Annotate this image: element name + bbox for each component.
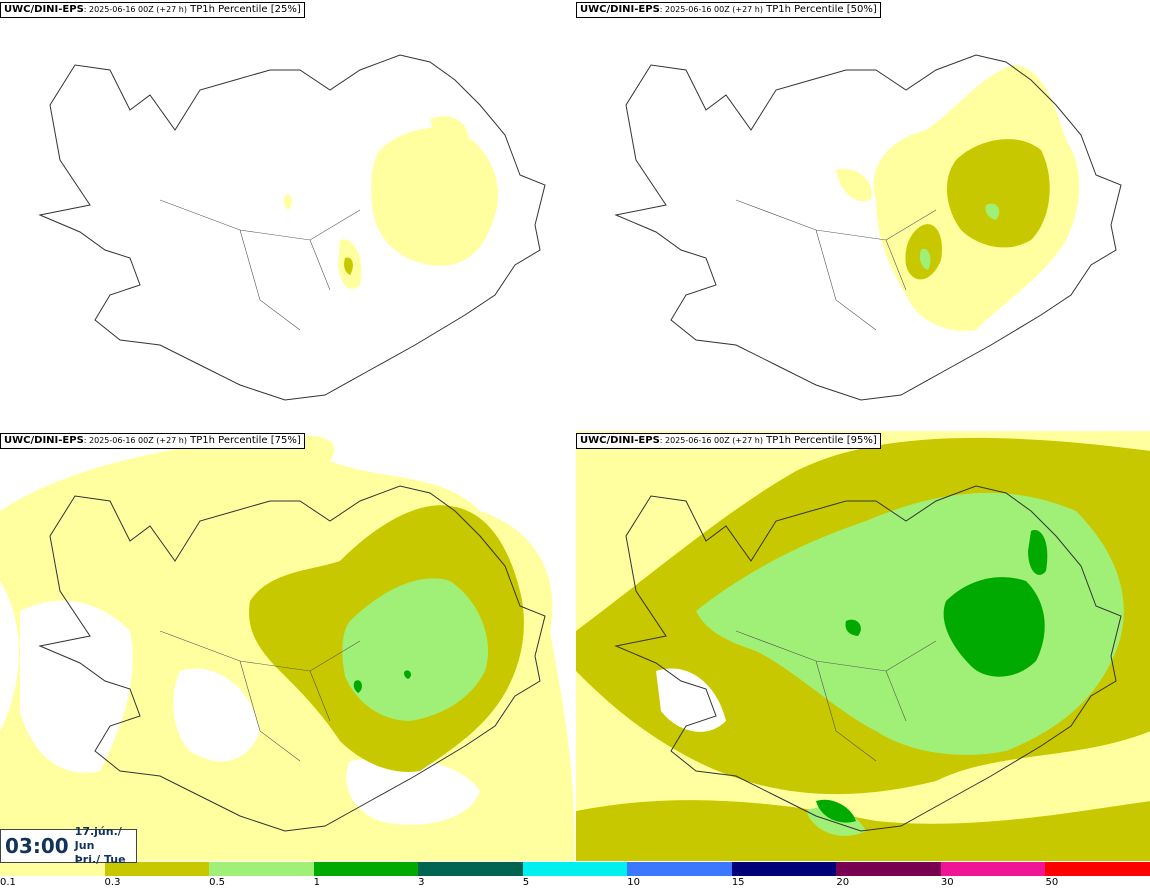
legend-swatch — [627, 862, 732, 876]
panel-title: UWC/DINI-EPS: 2025-06-16 00Z (+27 h) TP1… — [576, 2, 881, 18]
map-p50 — [615, 54, 1122, 401]
legend-label: 0.1 — [0, 877, 16, 888]
map-panel-p25: UWC/DINI-EPS: 2025-06-16 00Z (+27 h) TP1… — [0, 0, 575, 430]
legend-label: 30 — [940, 877, 954, 888]
legend-swatch — [0, 862, 105, 876]
map-p75 — [0, 435, 575, 861]
map-panel-p95: UWC/DINI-EPS: 2025-06-16 00Z (+27 h) TP1… — [576, 431, 1150, 861]
valid-time-box: 03:00 17.jún./ Jun Þri./ Tue — [0, 825, 137, 866]
legend-label: 0.3 — [104, 877, 121, 888]
legend-label: 0.5 — [209, 877, 225, 888]
valid-date: 17.jún./ Jun — [74, 825, 122, 852]
legend-label: 3 — [418, 877, 425, 888]
legend-swatch — [731, 862, 837, 876]
map-panel-p50: UWC/DINI-EPS: 2025-06-16 00Z (+27 h) TP1… — [576, 0, 1150, 430]
valid-weekday: Þri./ Tue — [74, 853, 126, 866]
valid-time-clock: 03:00 — [5, 834, 69, 858]
color-legend: 0.1 0.3 0.5 1 3 5 10 15 20 30 50 — [0, 862, 1150, 891]
legend-swatch — [1045, 862, 1150, 876]
map-panel-p75: UWC/DINI-EPS: 2025-06-16 00Z (+27 h) TP1… — [0, 431, 575, 861]
map-p95 — [576, 431, 1150, 861]
legend-label: 20 — [836, 877, 850, 888]
legend-label: 50 — [1045, 877, 1059, 888]
legend-swatch — [209, 862, 314, 876]
legend-swatch — [104, 862, 210, 876]
panel-title: UWC/DINI-EPS: 2025-06-16 00Z (+27 h) TP1… — [0, 2, 305, 18]
map-p25 — [39, 54, 546, 401]
legend-color-bar — [0, 862, 1150, 876]
legend-swatch — [313, 862, 419, 876]
legend-swatch — [522, 862, 628, 876]
panel-title: UWC/DINI-EPS: 2025-06-16 00Z (+27 h) TP1… — [576, 433, 881, 449]
panel-title: UWC/DINI-EPS: 2025-06-16 00Z (+27 h) TP1… — [0, 433, 305, 449]
legend-labels: 0.1 0.3 0.5 1 3 5 10 15 20 30 50 — [0, 877, 1150, 891]
legend-swatch — [836, 862, 941, 876]
legend-label: 1 — [313, 877, 320, 888]
legend-swatch — [940, 862, 1046, 876]
legend-swatch — [418, 862, 523, 876]
legend-label: 10 — [627, 877, 640, 888]
legend-label: 15 — [731, 877, 745, 888]
legend-label: 5 — [522, 877, 530, 888]
